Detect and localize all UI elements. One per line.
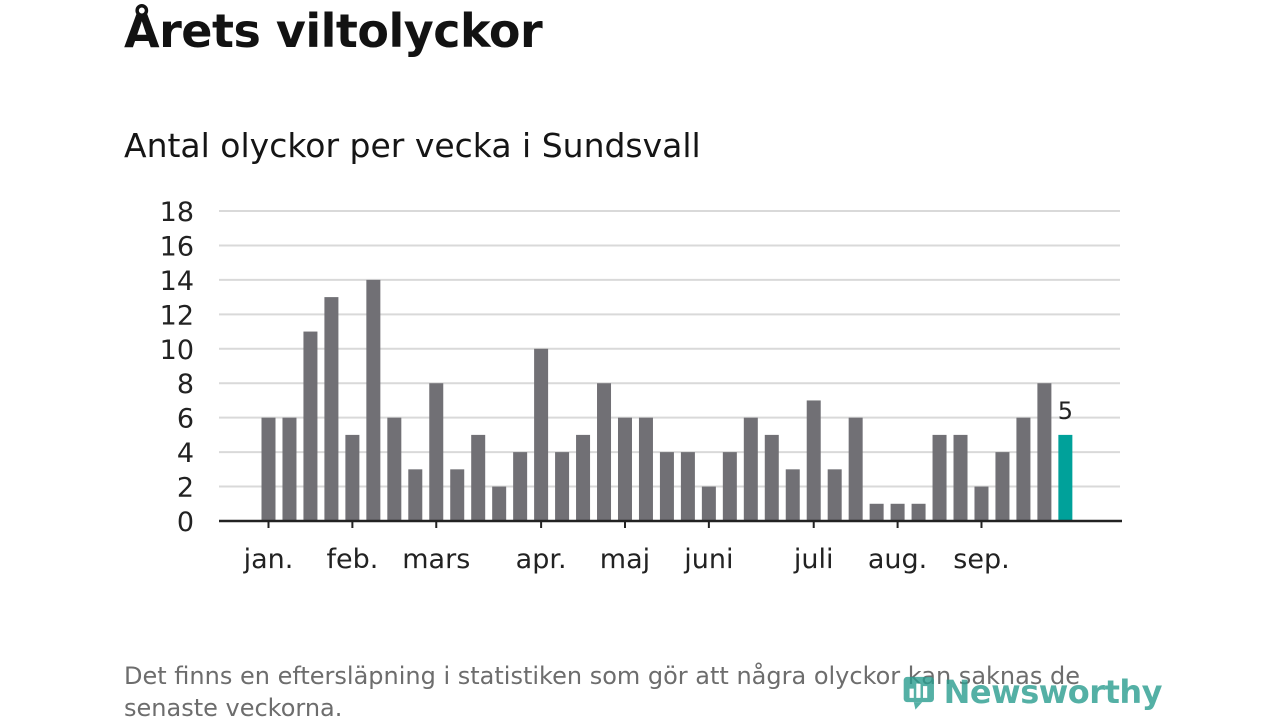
y-tick-label: 12 <box>160 300 194 331</box>
bar <box>785 469 800 521</box>
x-tick-label: maj <box>600 544 650 575</box>
chart-title: Årets viltolyckor <box>124 4 543 58</box>
bar <box>471 434 486 521</box>
bar <box>638 417 653 521</box>
bar <box>743 417 758 521</box>
y-tick-label: 16 <box>160 231 194 262</box>
data-labels: 5 <box>1058 397 1073 425</box>
bar <box>680 452 695 521</box>
y-tick-label: 18 <box>160 197 194 228</box>
bar <box>513 452 528 521</box>
y-tick-label: 6 <box>177 404 194 435</box>
bar <box>534 348 549 521</box>
bar <box>261 417 276 521</box>
y-tick-label: 8 <box>177 369 194 400</box>
bar <box>345 434 360 521</box>
bar <box>911 503 926 521</box>
bar <box>890 503 905 521</box>
x-tick-label: jan. <box>243 544 294 575</box>
bar <box>764 434 779 521</box>
bar <box>429 383 444 521</box>
y-tick-label: 4 <box>177 438 194 469</box>
bar <box>366 279 381 521</box>
bar <box>555 452 570 521</box>
bar <box>492 486 507 521</box>
bar <box>932 434 947 521</box>
x-tick-label: feb. <box>326 544 378 575</box>
bar <box>869 503 884 521</box>
bar <box>1037 383 1052 521</box>
x-tick-label: apr. <box>516 544 567 575</box>
bar <box>722 452 737 521</box>
bar <box>806 400 821 521</box>
x-tick-label: aug. <box>868 544 927 575</box>
y-tick-label: 14 <box>160 266 194 297</box>
bar <box>576 434 591 521</box>
x-tick-label: mars <box>402 544 470 575</box>
bar <box>324 297 339 521</box>
bar <box>701 486 716 521</box>
bar <box>408 469 423 521</box>
bar <box>597 383 612 521</box>
x-tick-label: sep. <box>953 544 1009 575</box>
y-tick-label: 0 <box>177 507 194 538</box>
y-tick-label: 10 <box>160 335 194 366</box>
newsworthy-logo-text: Newsworthy <box>943 673 1163 711</box>
bar <box>303 331 318 521</box>
bar <box>974 486 989 521</box>
bar <box>1016 417 1031 521</box>
bar <box>387 417 402 521</box>
bars <box>261 279 1073 521</box>
bar <box>282 417 297 521</box>
x-tick-label: juli <box>793 544 834 575</box>
x-tick-label: juni <box>683 544 733 575</box>
footnote: Det finns en eftersläpning i statistiken… <box>124 662 1080 722</box>
x-axis: jan. feb. mars apr. maj juni juli aug. sep. <box>219 519 1122 575</box>
newsworthy-logo-icon <box>903 676 934 710</box>
newsworthy-logo: Newsworthy <box>902 668 1163 716</box>
y-tick-label: 2 <box>177 473 194 504</box>
bar <box>827 469 842 521</box>
bar <box>953 434 968 521</box>
chart-subtitle: Antal olyckor per vecka i Sundsvall <box>124 126 701 165</box>
bar <box>617 417 632 521</box>
bar <box>450 469 465 521</box>
bar <box>995 452 1010 521</box>
bar <box>659 452 674 521</box>
bar <box>848 417 863 521</box>
latest-week-value-label: 5 <box>1058 397 1073 425</box>
bar-latest-week <box>1058 434 1073 521</box>
